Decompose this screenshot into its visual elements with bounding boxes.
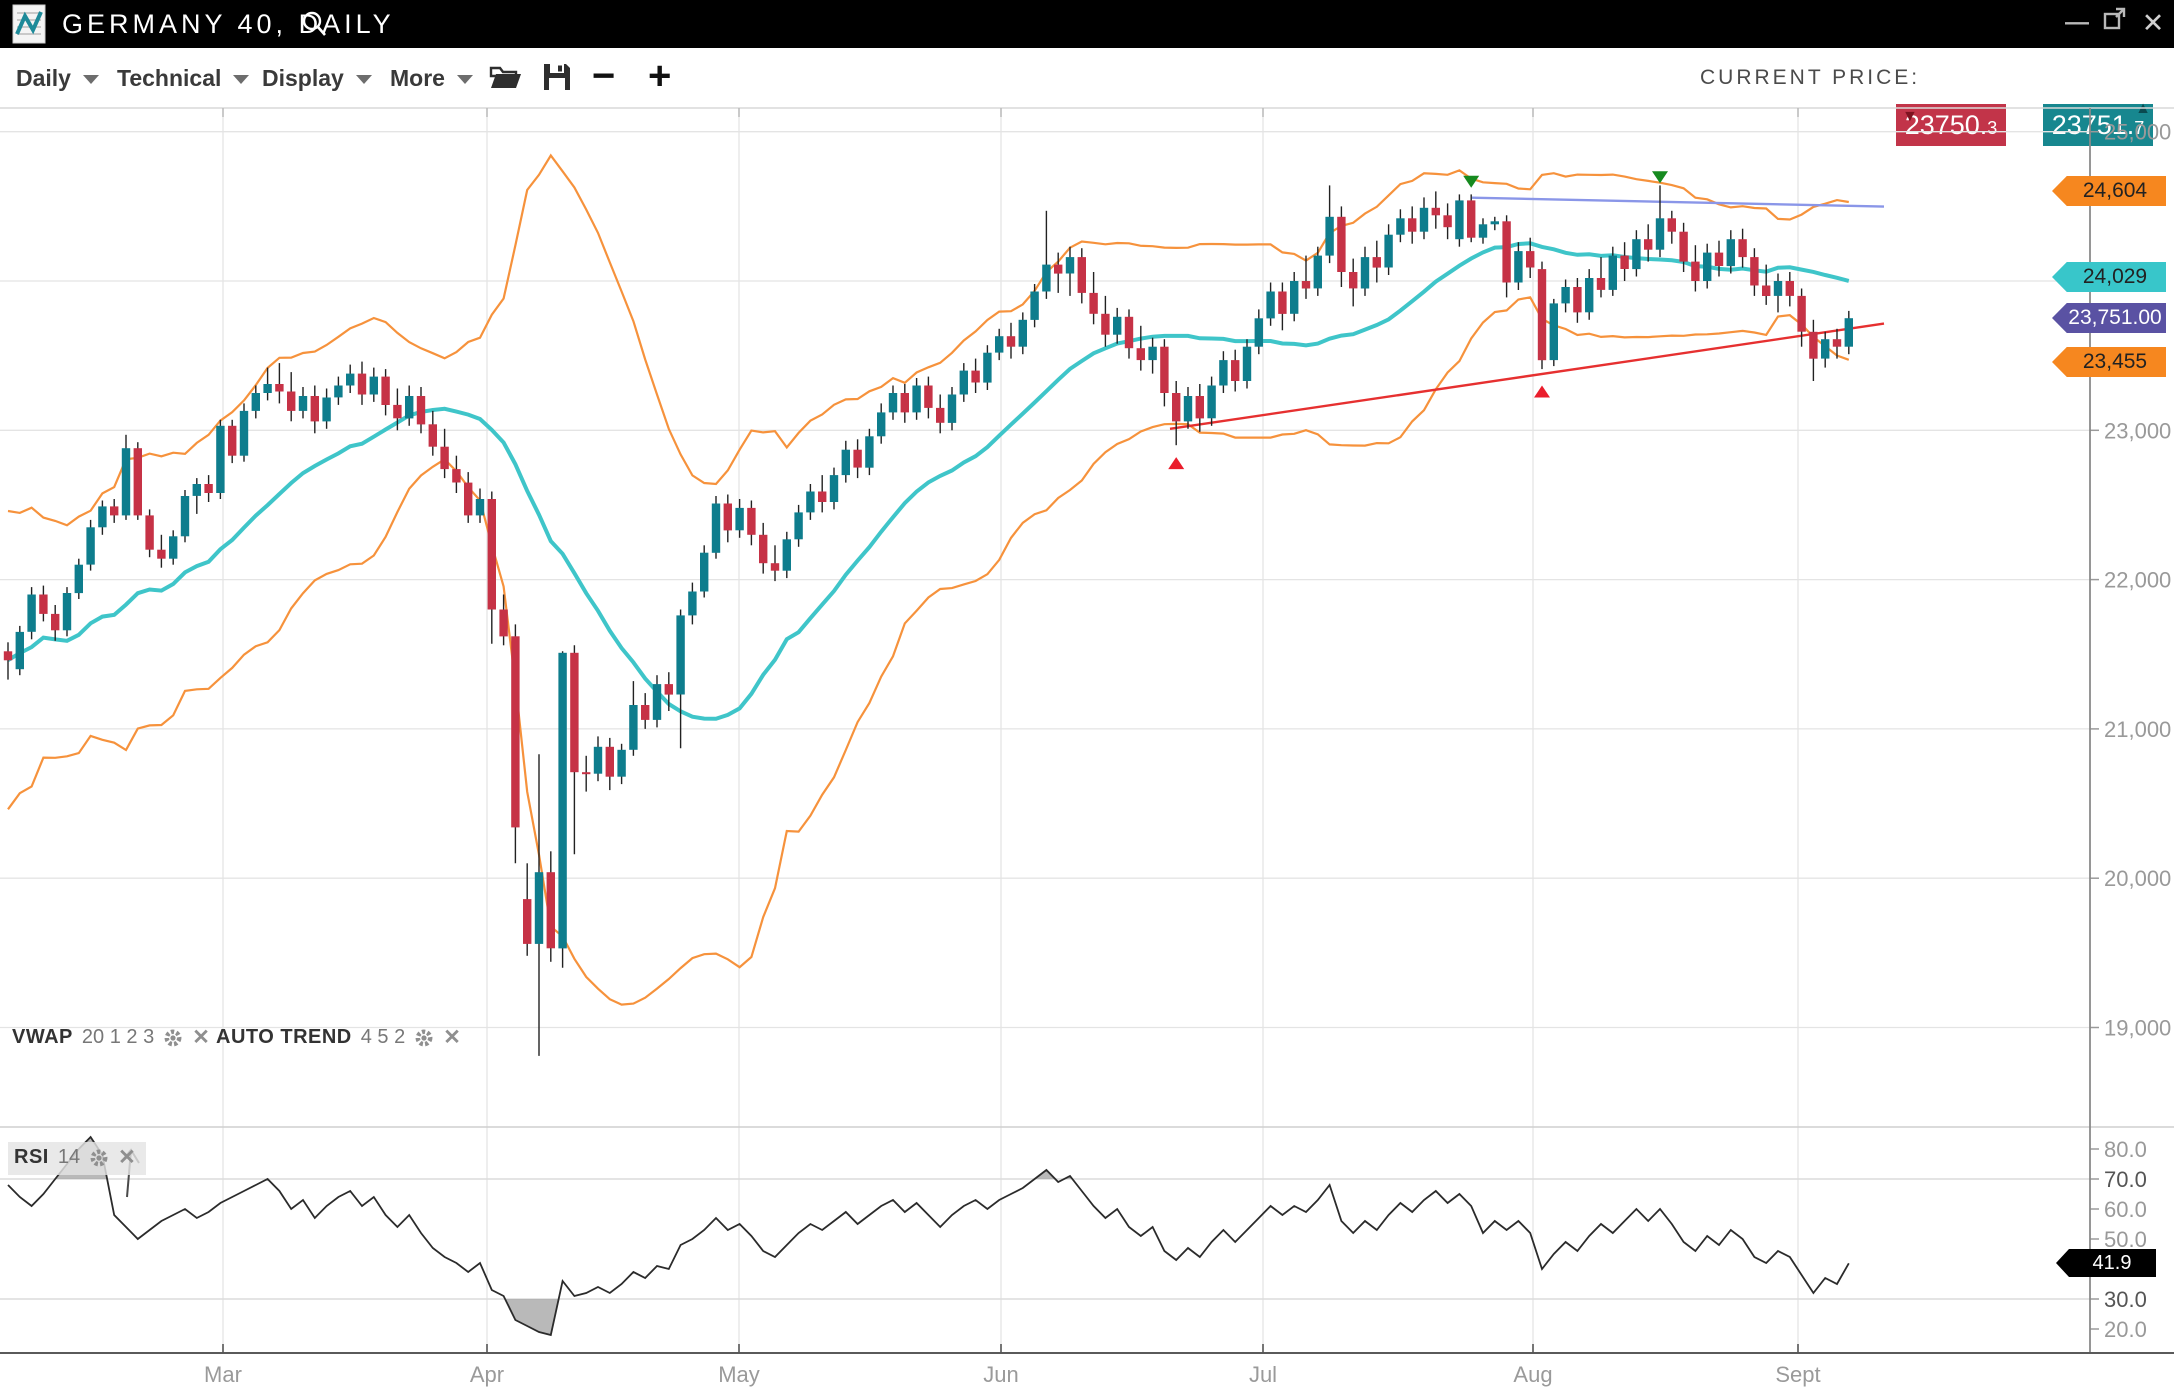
title-bar: GERMANY 40, DAILY — ✕ <box>0 0 2174 48</box>
close-icon[interactable]: ✕ <box>443 1025 461 1049</box>
svg-text:Aug: Aug <box>1513 1362 1552 1387</box>
chevron-down-icon <box>82 75 99 84</box>
zoom-out-button[interactable]: − <box>592 54 616 98</box>
svg-text:20.0: 20.0 <box>2104 1317 2147 1342</box>
chevron-down-icon <box>233 75 250 84</box>
chevron-down-icon <box>456 75 473 84</box>
rsi-value-badge: 41.9 <box>2056 1249 2156 1277</box>
gear-icon[interactable] <box>414 1028 434 1048</box>
svg-text:Jun: Jun <box>983 1362 1018 1387</box>
svg-text:60.0: 60.0 <box>2104 1197 2147 1222</box>
autotrend-indicator-label: AUTO TREND 4 5 2 ✕ <box>216 1025 461 1049</box>
lower-band-price-badge: 23,455 <box>2052 347 2166 377</box>
chart-title: GERMANY 40, DAILY <box>62 9 395 39</box>
last-price-badge: 23,751.00 <box>2052 303 2166 333</box>
close-icon[interactable]: ✕ <box>118 1145 136 1169</box>
menu-technical[interactable]: Technical <box>117 62 250 94</box>
svg-text:25,000: 25,000 <box>2104 120 2171 145</box>
svg-text:80.0: 80.0 <box>2104 1137 2147 1162</box>
gear-icon[interactable] <box>89 1148 109 1168</box>
svg-text:Mar: Mar <box>204 1362 242 1387</box>
vwap-indicator-label: VWAP 20 1 2 3 ✕ <box>12 1025 210 1049</box>
svg-text:Apr: Apr <box>470 1362 504 1387</box>
current-price-label: CURRENT PRICE: <box>1700 66 1921 89</box>
save-icon[interactable] <box>540 60 576 94</box>
svg-text:Jul: Jul <box>1249 1362 1277 1387</box>
zoom-in-button[interactable]: + <box>648 54 672 98</box>
upper-band-price-badge: 24,604 <box>2052 176 2166 206</box>
chevron-down-icon <box>355 75 372 84</box>
arrow-down-icon: ▼ <box>1902 108 1918 125</box>
toolbar: Daily Technical Display More − + CURRENT… <box>0 48 2174 146</box>
svg-text:50.0: 50.0 <box>2104 1227 2147 1252</box>
app-logo-icon <box>12 4 46 44</box>
menu-more[interactable]: More <box>390 62 473 94</box>
menu-timeframe[interactable]: Daily <box>16 62 99 94</box>
svg-text:22,000: 22,000 <box>2104 568 2171 593</box>
gear-icon[interactable] <box>163 1028 183 1048</box>
svg-text:May: May <box>718 1362 760 1387</box>
menu-display[interactable]: Display <box>262 62 372 94</box>
svg-text:30.0: 30.0 <box>2104 1287 2147 1312</box>
close-icon[interactable]: ✕ <box>192 1025 210 1049</box>
svg-text:19,000: 19,000 <box>2104 1016 2171 1041</box>
vwap-price-badge: 24,029 <box>2052 262 2166 292</box>
minimize-button[interactable]: — <box>2065 9 2089 36</box>
svg-text:Sept: Sept <box>1775 1362 1820 1387</box>
svg-text:23,000: 23,000 <box>2104 418 2171 443</box>
svg-text:70.0: 70.0 <box>2104 1167 2147 1192</box>
svg-text:20,000: 20,000 <box>2104 866 2171 891</box>
popout-button[interactable] <box>2100 6 2130 40</box>
close-icon[interactable]: ✕ <box>2141 8 2165 38</box>
rsi-indicator-label: RSI 14 ✕ <box>8 1142 146 1175</box>
open-folder-icon[interactable] <box>488 60 524 94</box>
svg-text:21,000: 21,000 <box>2104 717 2171 742</box>
search-icon[interactable] <box>300 10 328 43</box>
bid-price-badge[interactable]: ▼ 23750. 3 <box>1896 104 2006 146</box>
